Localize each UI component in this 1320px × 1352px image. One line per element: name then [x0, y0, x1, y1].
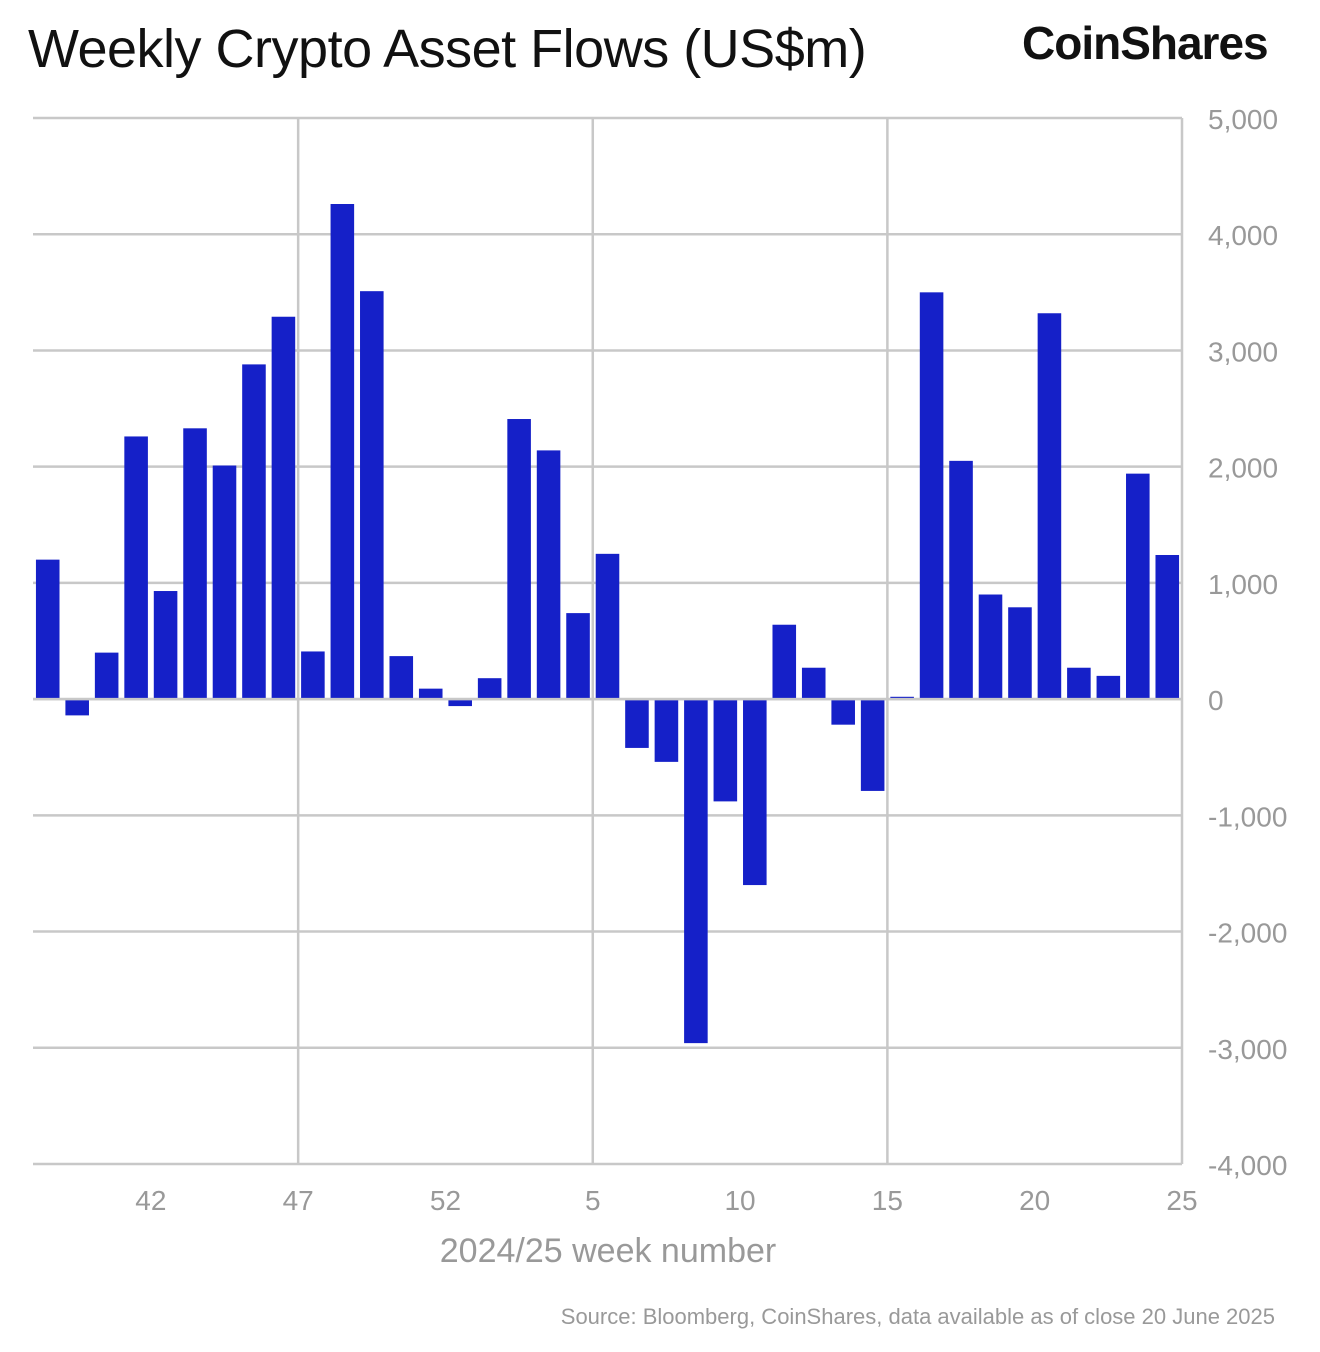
bar-week-20 — [1008, 607, 1032, 700]
x-tick-label: 5 — [585, 1185, 601, 1216]
x-tick-label: 52 — [430, 1185, 461, 1216]
bar-week-14 — [831, 699, 855, 725]
bar-week-24 — [1126, 473, 1150, 700]
tick-labels: 5,000 4,000 3,000 2,000 1,000 0 -1,000 -2,000 -3… — [135, 104, 1287, 1216]
y-tick-label: 5,000 — [1208, 104, 1278, 135]
bar-week-50 — [360, 291, 384, 700]
y-tick-label: 1,000 — [1208, 569, 1278, 600]
y-tick-label: -4,000 — [1208, 1150, 1287, 1181]
bar-week-8 — [654, 699, 679, 762]
bar-week-45 — [212, 465, 237, 700]
bar-week-5 — [566, 613, 590, 700]
x-tick-label: 15 — [872, 1185, 903, 1216]
y-tick-label: 0 — [1208, 685, 1224, 716]
bar-chart: 5,000 4,000 3,000 2,000 1,000 0 -1,000 -2,000 -3… — [33, 104, 1287, 1270]
bar-week-49 — [330, 204, 355, 700]
bar-week-1 — [448, 699, 472, 707]
bar-week-3 — [507, 419, 531, 700]
bar-week-47 — [271, 316, 296, 700]
bar-week-6 — [595, 553, 620, 700]
x-tick-label: 10 — [724, 1185, 755, 1216]
y-tick-label: -1,000 — [1208, 801, 1287, 832]
x-tick-label: 47 — [283, 1185, 314, 1216]
bar-week-52 — [418, 688, 443, 700]
bar-week-23 — [1096, 675, 1121, 700]
chart-title: Weekly Crypto Asset Flows (US$m) — [28, 19, 867, 79]
bar-week-43 — [153, 591, 178, 700]
bars — [33, 204, 1182, 1044]
source-note: Source: Bloomberg, CoinShares, data avai… — [560, 1304, 1275, 1329]
bar-week-12 — [772, 624, 797, 700]
y-tick-label: -3,000 — [1208, 1034, 1287, 1065]
bar-week-9 — [684, 699, 708, 1044]
bar-week-13 — [801, 667, 826, 700]
y-tick-label: 3,000 — [1208, 336, 1278, 367]
bar-week-21 — [1037, 313, 1062, 700]
bar-week-19 — [978, 594, 1003, 700]
bar-week-17 — [919, 292, 944, 700]
bar-week-7 — [625, 699, 649, 748]
bar-week-22 — [1067, 667, 1091, 700]
bar-week-41 — [94, 652, 119, 700]
bar-week-46 — [242, 364, 266, 700]
bar-week-40 — [65, 699, 89, 716]
x-tick-label: 42 — [135, 1185, 166, 1216]
bar-week-39 — [35, 559, 60, 700]
bar-week-18 — [949, 460, 973, 700]
y-tick-label: -2,000 — [1208, 918, 1287, 949]
bar-week-25 — [1155, 554, 1180, 700]
y-tick-label: 4,000 — [1208, 220, 1278, 251]
bar-week-44 — [183, 428, 207, 700]
bar-week-4 — [536, 450, 561, 700]
bar-week-10 — [713, 699, 738, 802]
x-tick-label: 25 — [1166, 1185, 1197, 1216]
bar-week-2 — [477, 678, 502, 700]
bar-week-42 — [124, 436, 148, 700]
bar-week-51 — [389, 656, 414, 700]
y-tick-label: 2,000 — [1208, 453, 1278, 484]
coinshares-logo: CoinShares — [1022, 17, 1269, 69]
bar-week-15 — [860, 699, 885, 791]
bar-week-11 — [743, 699, 767, 886]
x-axis-label: 2024/25 week number — [440, 1232, 776, 1270]
bar-week-48 — [301, 651, 325, 700]
x-tick-label: 20 — [1019, 1185, 1050, 1216]
